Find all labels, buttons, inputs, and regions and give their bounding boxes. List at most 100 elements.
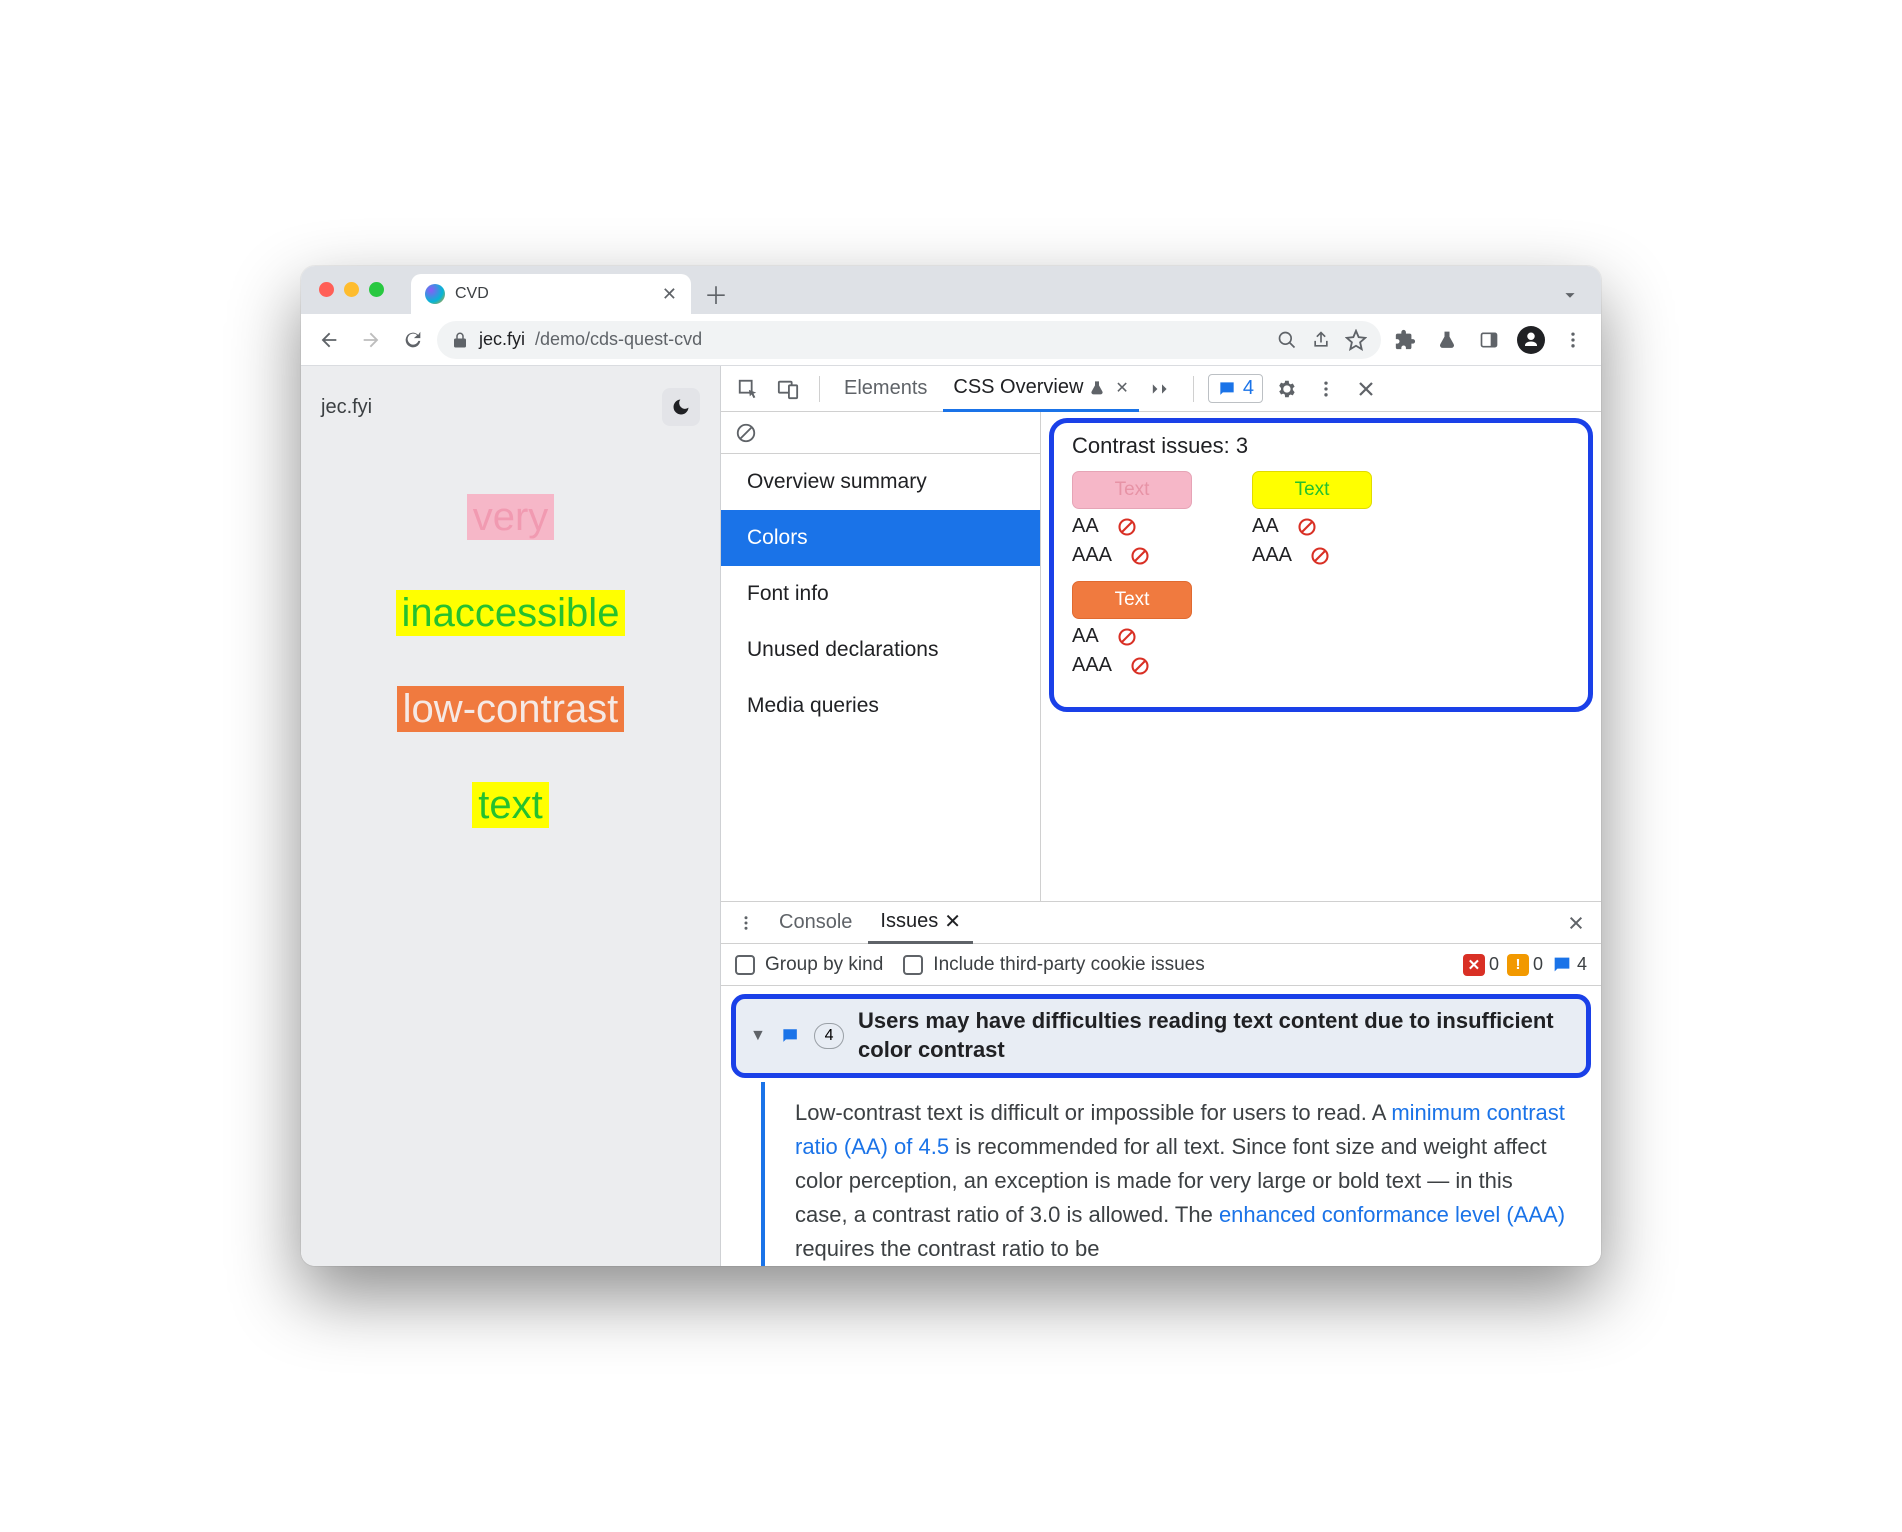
maximize-window-button[interactable] <box>369 282 384 297</box>
zoom-icon[interactable] <box>1277 330 1297 350</box>
aa-rating: AA <box>1252 515 1372 538</box>
issue-header[interactable]: ▼ 4 Users may have difficulties reading … <box>731 994 1591 1077</box>
favicon <box>425 284 445 304</box>
close-tab-icon[interactable]: ✕ <box>1115 378 1128 398</box>
profile-avatar[interactable] <box>1513 322 1549 358</box>
contrast-swatch-group: Text AA AAA <box>1072 471 1192 567</box>
devtools-drawer: Console Issues ✕ Group by kind Include th… <box>721 902 1601 1266</box>
page-site-label: jec.fyi <box>321 396 372 419</box>
tab-strip: CVD ✕ ＋ <box>411 266 741 314</box>
tab-css-overview-label: CSS Overview <box>953 376 1083 399</box>
issue-count-pill: 4 <box>814 1023 844 1049</box>
contrast-title: Contrast issues: 3 <box>1072 433 1570 459</box>
demo-text-stack: veryinaccessiblelow-contrasttext <box>396 494 626 828</box>
overview-item[interactable]: Overview summary <box>721 454 1040 510</box>
browser-tab[interactable]: CVD ✕ <box>411 274 691 314</box>
labs-icon[interactable] <box>1429 322 1465 358</box>
new-tab-button[interactable]: ＋ <box>699 276 733 310</box>
aaa-rating: AAA <box>1072 654 1192 677</box>
tab-elements[interactable]: Elements <box>834 366 937 411</box>
reload-button[interactable] <box>395 322 431 358</box>
sidepanel-icon[interactable] <box>1471 322 1507 358</box>
close-drawer-tab-icon[interactable]: ✕ <box>944 909 961 934</box>
warning-count[interactable]: !0 <box>1507 954 1543 976</box>
contrast-swatch-group: Text AA AAA <box>1252 471 1372 567</box>
tab-title: CVD <box>455 285 489 303</box>
demo-word: inaccessible <box>396 590 626 636</box>
close-devtools-button[interactable] <box>1349 372 1383 406</box>
url-path: /demo/cds-quest-cvd <box>535 329 702 350</box>
overview-item[interactable]: Media queries <box>721 678 1040 734</box>
url-host: jec.fyi <box>479 329 525 350</box>
group-by-kind-checkbox[interactable] <box>735 955 755 975</box>
more-tabs-button[interactable] <box>1145 372 1179 406</box>
forward-button[interactable] <box>353 322 389 358</box>
address-bar[interactable]: jec.fyi/demo/cds-quest-cvd <box>437 321 1381 359</box>
window-controls <box>319 282 384 297</box>
overview-item[interactable]: Colors <box>721 510 1040 566</box>
lock-icon <box>451 331 469 349</box>
flask-icon <box>1089 379 1105 397</box>
overview-item[interactable]: Unused declarations <box>721 622 1040 678</box>
aa-rating: AA <box>1072 625 1192 648</box>
error-count[interactable]: ✕0 <box>1463 954 1499 976</box>
overview-item[interactable]: Font info <box>721 566 1040 622</box>
group-by-kind-label: Group by kind <box>765 954 883 976</box>
aaa-rating: AAA <box>1072 544 1192 567</box>
overview-main: Contrast issues: 3 Text AA AAA Text AA A… <box>1041 412 1601 901</box>
drawer-tab-console[interactable]: Console <box>767 902 864 943</box>
chrome-menu-button[interactable] <box>1555 322 1591 358</box>
share-icon[interactable] <box>1311 330 1331 350</box>
tab-elements-label: Elements <box>844 377 927 400</box>
contrast-swatch[interactable]: Text <box>1072 581 1192 619</box>
third-party-checkbox[interactable] <box>903 955 923 975</box>
inspect-element-icon[interactable] <box>731 372 765 406</box>
toolbar: jec.fyi/demo/cds-quest-cvd <box>301 314 1601 366</box>
issues-toolbar: Group by kind Include third-party cookie… <box>721 944 1601 986</box>
theme-toggle-button[interactable] <box>662 388 700 426</box>
extensions-icon[interactable] <box>1387 322 1423 358</box>
css-overview-body: Overview summaryColorsFont infoUnused de… <box>721 412 1601 902</box>
drawer-tab-issues-label: Issues <box>880 910 938 933</box>
titlebar: CVD ✕ ＋ <box>301 266 1601 314</box>
contrast-swatch-group: Text AA AAA <box>1072 581 1192 677</box>
rendered-page: jec.fyi veryinaccessiblelow-contrasttext <box>301 366 721 1266</box>
issue-severity-counts: ✕0 !0 4 <box>1463 954 1587 976</box>
drawer-tab-issues[interactable]: Issues ✕ <box>868 903 973 944</box>
devtools-panel: Elements CSS Overview ✕ 4 <box>721 366 1601 1266</box>
close-window-button[interactable] <box>319 282 334 297</box>
contrast-swatch[interactable]: Text <box>1072 471 1192 509</box>
contrast-issues-panel: Contrast issues: 3 Text AA AAA Text AA A… <box>1049 418 1593 712</box>
overview-sidebar: Overview summaryColorsFont infoUnused de… <box>721 412 1041 901</box>
drawer-tabbar: Console Issues ✕ <box>721 902 1601 944</box>
browser-window: CVD ✕ ＋ jec.fyi/demo/cds-quest-cvd <box>301 266 1601 1266</box>
close-tab-button[interactable]: ✕ <box>662 284 677 305</box>
settings-icon[interactable] <box>1269 372 1303 406</box>
page-header: jec.fyi <box>321 388 700 426</box>
contrast-swatch[interactable]: Text <box>1252 471 1372 509</box>
demo-word: low-contrast <box>397 686 625 732</box>
devtools-tabbar: Elements CSS Overview ✕ 4 <box>721 366 1601 412</box>
omnibox-actions <box>1277 329 1367 351</box>
back-button[interactable] <box>311 322 347 358</box>
drawer-tab-console-label: Console <box>779 911 852 934</box>
issues-count-value: 4 <box>1243 377 1254 400</box>
info-count[interactable]: 4 <box>1551 954 1587 976</box>
issue-title: Users may have difficulties reading text… <box>858 1007 1572 1064</box>
third-party-label: Include third-party cookie issues <box>933 954 1204 976</box>
link-aaa-level[interactable]: enhanced conformance level (AAA) <box>1219 1202 1565 1227</box>
clear-overview-button[interactable] <box>721 412 1040 454</box>
issues-counter[interactable]: 4 <box>1208 374 1263 403</box>
aaa-rating: AAA <box>1252 544 1372 567</box>
content-area: jec.fyi veryinaccessiblelow-contrasttext… <box>301 366 1601 1266</box>
issue-kind-icon <box>780 1024 800 1048</box>
close-drawer-button[interactable] <box>1559 906 1593 940</box>
devtools-menu-button[interactable] <box>1309 372 1343 406</box>
drawer-menu-button[interactable] <box>729 906 763 940</box>
bookmark-icon[interactable] <box>1345 329 1367 351</box>
device-toolbar-icon[interactable] <box>771 372 805 406</box>
minimize-window-button[interactable] <box>344 282 359 297</box>
tabs-dropdown-button[interactable] <box>1559 284 1581 306</box>
issue-body: Low-contrast text is difficult or imposs… <box>761 1082 1591 1266</box>
tab-css-overview[interactable]: CSS Overview ✕ <box>943 367 1138 412</box>
